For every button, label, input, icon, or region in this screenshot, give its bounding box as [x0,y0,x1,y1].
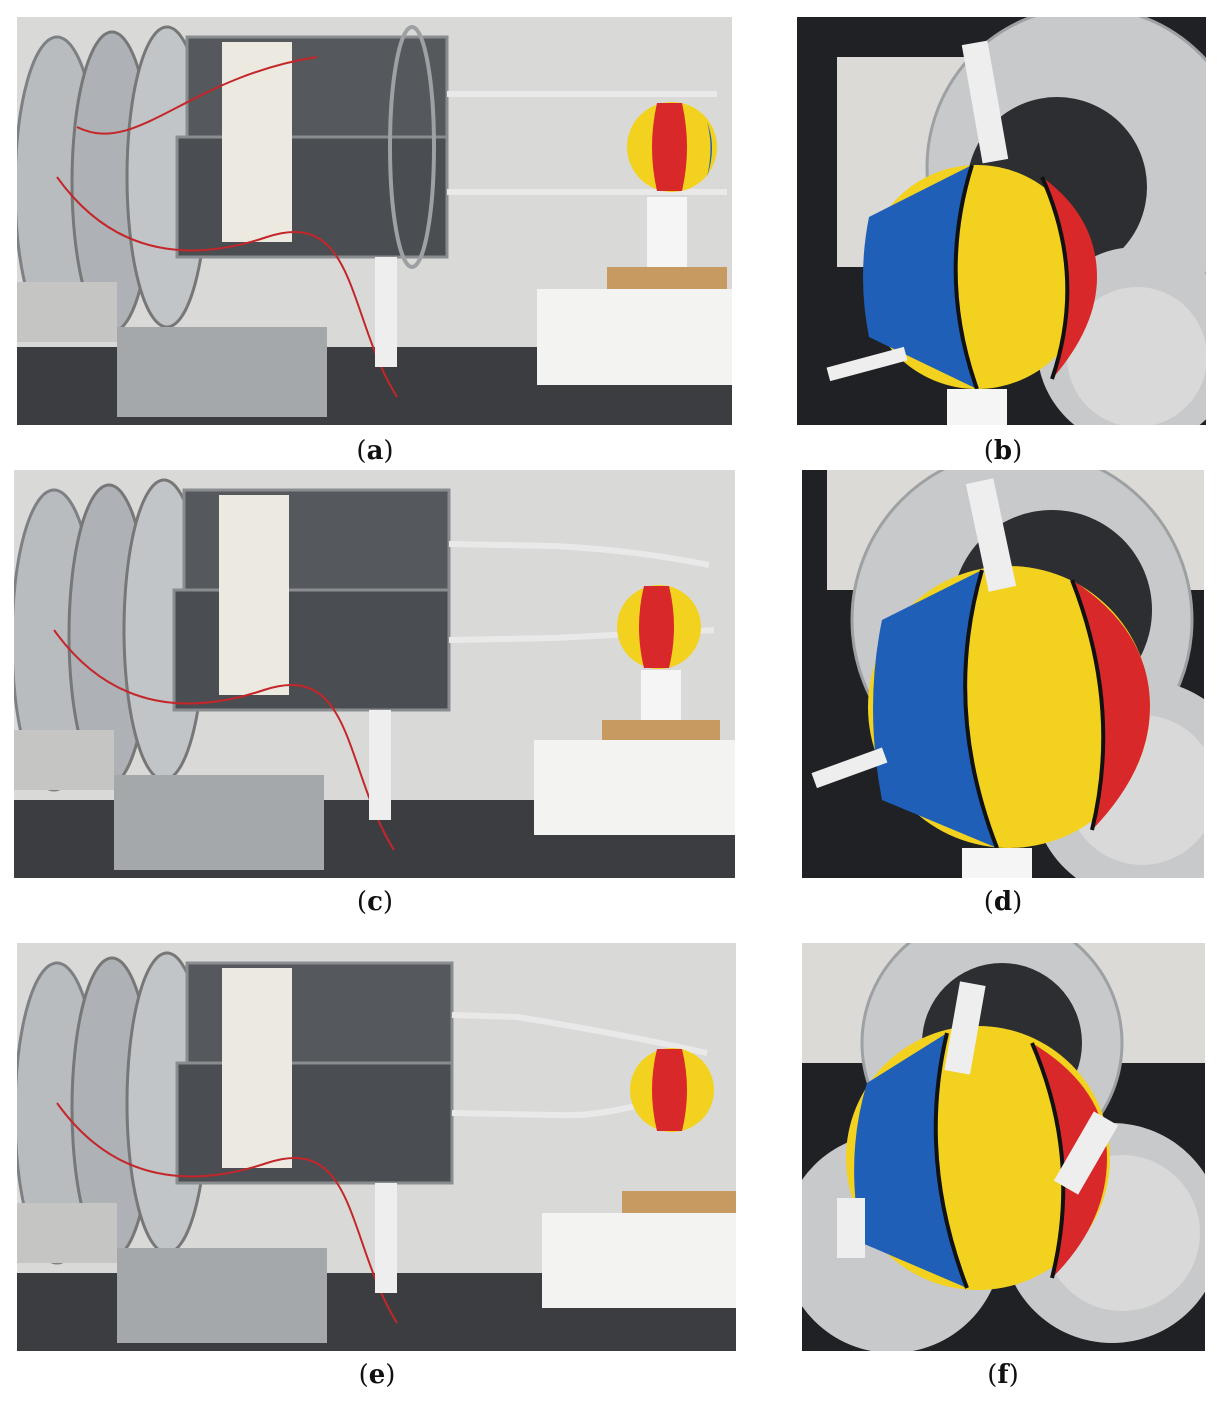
caption-c: (c) [356,887,394,917]
caption-f: (f) [987,1360,1019,1390]
photo-panel-e [17,943,736,1351]
caption-a: (a) [356,436,394,466]
caption-b: (b) [983,436,1023,466]
photo-front-view-b [797,17,1206,425]
photo-panel-c [14,470,735,878]
photo-side-view-a [17,17,732,425]
photo-front-view-d [802,470,1204,878]
caption-d: (d) [983,887,1023,917]
caption-e: (e) [358,1360,396,1390]
photo-panel-f [802,943,1205,1351]
photo-side-view-c [14,470,735,878]
photo-panel-b [797,17,1206,425]
photo-front-view-f [802,943,1205,1351]
photo-panel-d [802,470,1204,878]
photo-panel-a [17,17,732,425]
photo-side-view-e [17,943,736,1351]
